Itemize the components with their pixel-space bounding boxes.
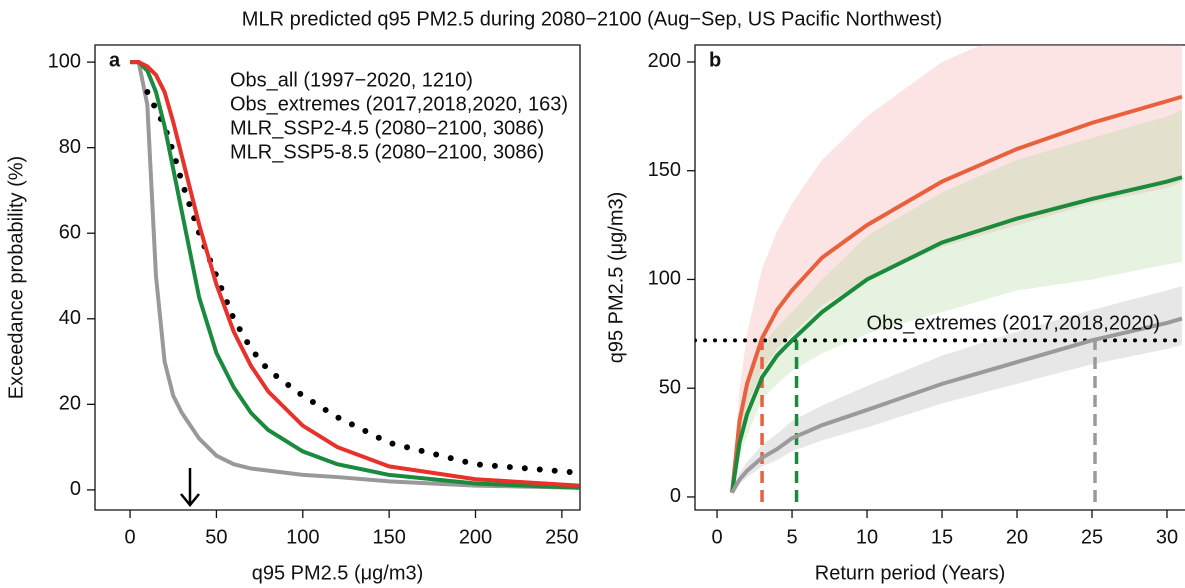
- confidence-band: [732, 45, 1183, 495]
- y-axis-label: Exceedance probability (%): [5, 156, 27, 399]
- y-tick-label: 100: [648, 268, 681, 290]
- panel-label: a: [109, 49, 121, 71]
- y-tick-label: 150: [648, 159, 681, 181]
- x-tick-label: 0: [124, 526, 135, 548]
- series-line: [730, 94, 1183, 493]
- legend-entry: Obs_all (1997−2020, 1210): [230, 69, 473, 91]
- legend-entry: MLR_SSP5-8.5 (2080−2100, 3086): [230, 141, 544, 163]
- x-tick-label: 20: [1006, 526, 1028, 548]
- x-tick-label: 100: [286, 526, 319, 548]
- series-line: [730, 175, 1183, 493]
- legend-entry: MLR_SSP2-4.5 (2080−2100, 3086): [230, 117, 544, 139]
- arrow: [180, 468, 200, 507]
- y-tick-label: 100: [48, 50, 81, 72]
- y-tick-label: 80: [59, 136, 81, 158]
- x-tick-label: 50: [205, 526, 227, 548]
- y-tick-label: 20: [59, 393, 81, 415]
- series-line: [130, 60, 580, 490]
- x-axis-label: Return period (Years): [815, 562, 1005, 584]
- legend-entry: Obs_extremes (2017,2018,2020, 163): [230, 93, 568, 115]
- threshold-label: Obs_extremes (2017,2018,2020): [866, 313, 1160, 335]
- y-tick-label: 200: [648, 50, 681, 72]
- y-tick-label: 0: [670, 485, 681, 507]
- x-axis-label: q95 PM2.5 (μg/m3): [252, 562, 424, 584]
- frame: [694, 44, 1185, 511]
- plot-area: [695, 45, 1185, 502]
- x-tick-label: 150: [372, 526, 405, 548]
- x-tick-label: 0: [711, 526, 722, 548]
- x-tick-label: 10: [856, 526, 878, 548]
- plot-area: [130, 60, 580, 490]
- panel-label: b: [709, 49, 721, 71]
- x-tick-label: 250: [545, 526, 578, 548]
- frame: [94, 44, 581, 511]
- x-tick-label: 30: [1156, 526, 1178, 548]
- x-tick-label: 25: [1081, 526, 1103, 548]
- y-tick-label: 50: [659, 376, 681, 398]
- x-tick-label: 5: [786, 526, 797, 548]
- x-tick-label: 200: [459, 526, 492, 548]
- series-line: [130, 60, 580, 488]
- y-tick-label: 60: [59, 222, 81, 244]
- y-tick-label: 40: [59, 307, 81, 329]
- series-line: [130, 60, 580, 490]
- figure-title: MLR predicted q95 PM2.5 during 2080−2100…: [242, 8, 942, 30]
- x-tick-label: 15: [931, 526, 953, 548]
- confidence-band: [732, 285, 1183, 495]
- y-tick-label: 0: [70, 478, 81, 500]
- series-line: [730, 316, 1183, 494]
- y-axis-label: q95 PM2.5 (μg/m3): [605, 192, 627, 364]
